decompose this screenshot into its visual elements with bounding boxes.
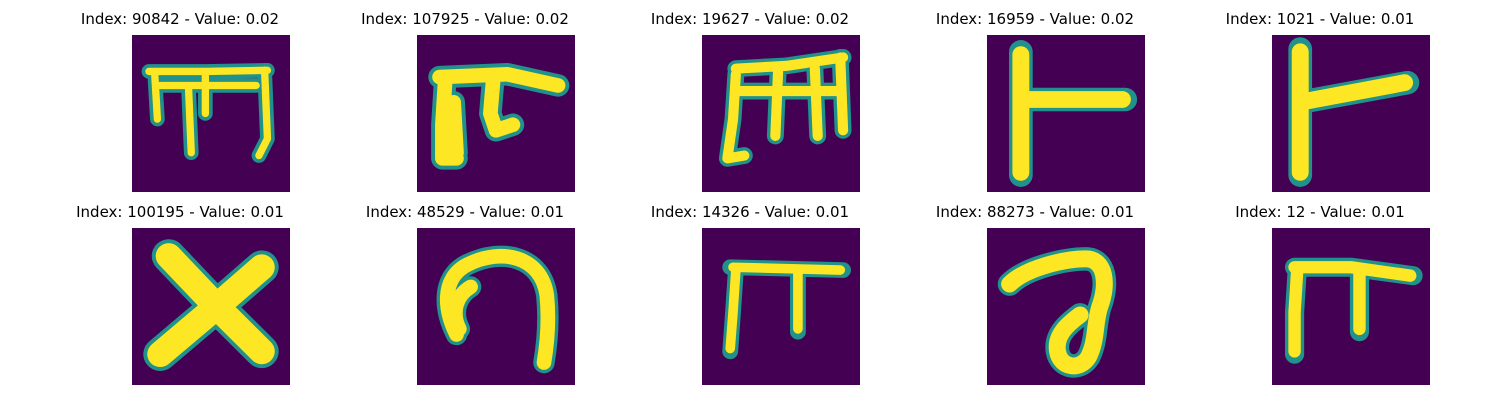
thick-pi-glyph: [417, 35, 575, 192]
x-cross-glyph: [132, 228, 290, 385]
panel-title: Index: 14326 - Value: 0.01: [650, 203, 850, 221]
panel-9: Index: 88273 - Value: 0.01: [885, 193, 1185, 385]
glyph-image: [417, 228, 575, 385]
panel-4: Index: 16959 - Value: 0.02: [885, 0, 1185, 192]
panel-title: Index: 16959 - Value: 0.02: [935, 10, 1135, 28]
glyph-image: [417, 35, 575, 192]
panel-1: Index: 90842 - Value: 0.02: [30, 0, 330, 192]
panel-title: Index: 12 - Value: 0.01: [1235, 203, 1405, 221]
comb-three-legs-glyph: [132, 35, 290, 192]
panel-title: Index: 90842 - Value: 0.02: [80, 10, 280, 28]
glyph-image: [1272, 35, 1430, 192]
panel-title: Index: 48529 - Value: 0.01: [365, 203, 565, 221]
glyph-image: [132, 228, 290, 385]
glyph-image: [132, 35, 290, 192]
panel-title: Index: 19627 - Value: 0.02: [650, 10, 850, 28]
sideways-t-glyph: [987, 35, 1145, 192]
sideways-t-angled-glyph: [1272, 35, 1430, 192]
glyph-image: [702, 35, 860, 192]
hook-arch-glyph: [417, 228, 575, 385]
glyph-image: [702, 228, 860, 385]
panel-title: Index: 100195 - Value: 0.01: [76, 203, 284, 221]
panel-6: Index: 100195 - Value: 0.01: [30, 193, 330, 385]
loop-a-glyph: [987, 228, 1145, 385]
panel-5: Index: 1021 - Value: 0.01: [1170, 0, 1470, 192]
panel-title: Index: 107925 - Value: 0.02: [361, 10, 569, 28]
panel-3: Index: 19627 - Value: 0.02: [600, 0, 900, 192]
m-shape-glyph: [702, 35, 860, 192]
panel-title: Index: 1021 - Value: 0.01: [1225, 10, 1415, 28]
glyph-image: [987, 35, 1145, 192]
panel-title: Index: 88273 - Value: 0.01: [935, 203, 1135, 221]
panel-8: Index: 14326 - Value: 0.01: [600, 193, 900, 385]
panel-7: Index: 48529 - Value: 0.01: [315, 193, 615, 385]
small-pi-glyph: [1272, 228, 1430, 385]
panel-2: Index: 107925 - Value: 0.02: [315, 0, 615, 192]
panel-10: Index: 12 - Value: 0.01: [1170, 193, 1470, 385]
glyph-image: [1272, 228, 1430, 385]
bar-two-legs-glyph: [702, 228, 860, 385]
glyph-image: [987, 228, 1145, 385]
